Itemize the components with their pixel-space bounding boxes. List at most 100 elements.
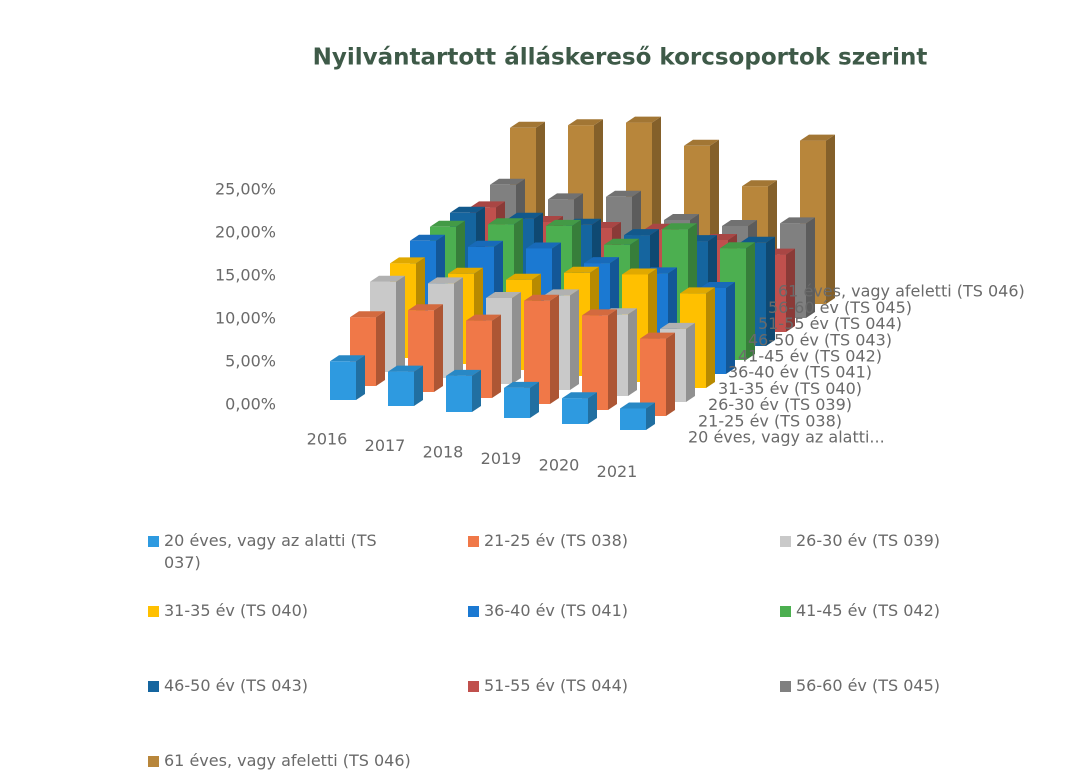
bar-top (330, 355, 365, 362)
bar-top (722, 220, 757, 226)
legend-item: 61 éves, vagy afeletti (TS 046) (148, 750, 464, 772)
legend-item: 31-35 év (TS 040) (148, 600, 464, 622)
legend-label: 31-35 év (TS 040) (164, 601, 309, 620)
bar-side (608, 309, 617, 410)
bar-front (330, 361, 356, 400)
bar-side (530, 381, 539, 418)
bar-top (410, 234, 445, 241)
bar-side (666, 332, 675, 416)
y-tick-label: 25,00% (215, 180, 276, 199)
bar-front (446, 375, 472, 412)
bar-top (800, 134, 835, 141)
bar-top (510, 121, 545, 128)
legend-item: 46-50 év (TS 043) (148, 675, 464, 697)
bar-top (680, 287, 715, 294)
bar-top (388, 365, 423, 372)
bar-side (512, 292, 521, 384)
bar-side (434, 304, 443, 392)
bar-side (786, 248, 795, 332)
depth-label: 31-35 év (TS 040) (718, 379, 862, 398)
legend-label: 41-45 év (TS 042) (796, 601, 941, 620)
bar-side (726, 282, 735, 374)
x-tick-label: 2016 (307, 430, 348, 449)
bar-front (620, 408, 646, 430)
bar-side (628, 308, 637, 396)
bar-top (350, 311, 385, 318)
legend-label: 56-60 év (TS 045) (796, 676, 941, 695)
bar-top (524, 294, 559, 301)
bar-top (620, 402, 655, 409)
x-tick-label: 2019 (481, 449, 522, 468)
bar-side (550, 294, 559, 404)
bar-front (388, 371, 414, 406)
legend-item: 51-55 év (TS 044) (468, 675, 784, 697)
legend-label: 51-55 év (TS 044) (484, 676, 629, 695)
depth-label: 36-40 év (TS 041) (728, 363, 872, 382)
bar-top (546, 219, 581, 226)
bar-top (700, 282, 735, 288)
bar-front (504, 387, 530, 418)
legend-item: 56-60 év (TS 045) (780, 675, 1073, 697)
bar-top (488, 218, 523, 225)
bar-top (468, 240, 503, 247)
bar-top (564, 266, 599, 273)
legend-label: 36-40 év (TS 041) (484, 601, 629, 620)
x-tick-label: 2017 (365, 436, 406, 455)
y-tick-label: 15,00% (215, 266, 276, 285)
bar-side (492, 314, 501, 398)
x-tick-label: 2021 (597, 462, 638, 481)
depth-label: 51-55 év (TS 044) (758, 314, 902, 333)
bar-top (660, 322, 695, 329)
bar-side (472, 369, 481, 412)
bar-top (370, 275, 405, 282)
depth-label: 41-45 év (TS 042) (738, 347, 882, 366)
bar-top (486, 292, 521, 298)
bar-side (766, 236, 775, 346)
bar-top (506, 273, 541, 280)
legend-item: 41-45 év (TS 042) (780, 600, 1073, 622)
bar-top (526, 242, 561, 249)
bar-side (826, 134, 835, 304)
legend-swatch (468, 606, 479, 617)
bar (388, 365, 423, 406)
bar-top (446, 369, 481, 376)
bar-side (570, 289, 579, 390)
bar-top (470, 201, 505, 208)
legend-swatch (468, 681, 479, 692)
legend-swatch (780, 536, 791, 547)
y-tick-label: 0,00% (225, 395, 276, 414)
legend-swatch (780, 606, 791, 617)
bar-top (604, 238, 639, 245)
bar-top (490, 178, 525, 185)
depth-label: 56-60 év (TS 045) (768, 298, 912, 317)
bar-side (454, 277, 463, 378)
bar-top (562, 392, 597, 399)
chart-title: Nyilvántartott álláskereső korcsoportok … (313, 45, 928, 71)
legend-label: 21-25 év (TS 038) (484, 531, 629, 550)
depth-label: 26-30 év (TS 039) (708, 395, 852, 414)
legend-label: 20 éves, vagy az alatti (TS 037) (164, 531, 377, 572)
bar-top (504, 381, 539, 388)
bar-side (646, 402, 655, 430)
x-tick-label: 2020 (539, 456, 580, 475)
legend-swatch (148, 536, 159, 547)
bar-top (450, 206, 485, 213)
bar-top (720, 242, 755, 249)
legend-swatch (148, 756, 159, 767)
bar-top (582, 309, 617, 316)
bar-top (448, 267, 483, 274)
chart: Nyilvántartott álláskereső korcsoportok … (215, 45, 1025, 482)
bar-top (626, 116, 661, 123)
bar-top (742, 180, 777, 187)
x-tick-label: 2018 (423, 443, 464, 462)
bar (504, 381, 539, 418)
depth-label: 61 éves, vagy afeletti (TS 046) (778, 282, 1025, 301)
bar-side (588, 392, 597, 424)
bar-top (508, 212, 543, 219)
bar-top (548, 193, 583, 200)
bar-side (356, 355, 365, 400)
bar-side (806, 217, 815, 318)
bar (620, 402, 655, 430)
bar-top (740, 236, 775, 243)
